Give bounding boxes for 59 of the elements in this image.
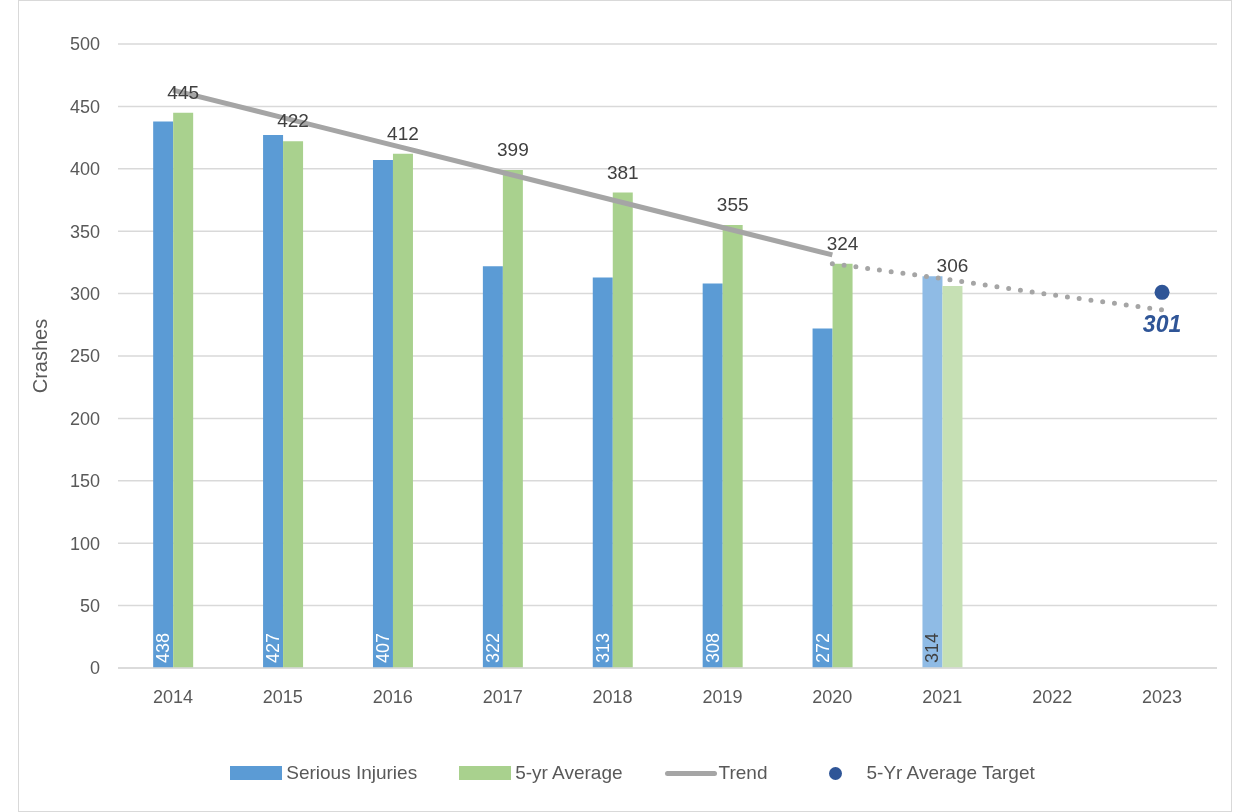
data-label: 306: [936, 255, 969, 277]
x-tick-label: 2015: [262, 686, 303, 707]
bar: [942, 286, 963, 668]
bar: [283, 141, 304, 668]
legend-label: 5-Yr Average Target: [866, 762, 1035, 784]
data-label: 399: [497, 139, 529, 161]
x-tick-label: 2016: [372, 686, 413, 707]
bar: [612, 192, 633, 668]
data-label: 445: [167, 81, 200, 103]
y-tick-label: 450: [69, 96, 100, 117]
data-label: 324: [826, 232, 859, 254]
bar: [263, 135, 284, 668]
y-tick-label: 0: [89, 658, 100, 679]
data-label: 322: [482, 632, 503, 663]
data-label: 438: [153, 632, 174, 663]
y-tick-label: 350: [69, 221, 100, 242]
bar: [392, 153, 413, 668]
bar: [922, 276, 943, 668]
data-label: 301: [1142, 311, 1182, 338]
x-tick-label: 2014: [152, 686, 193, 707]
y-axis-title: Crashes: [29, 318, 51, 394]
bar: [502, 170, 523, 668]
bar: [702, 283, 723, 668]
x-tick-label: 2019: [702, 686, 743, 707]
data-label: 308: [702, 632, 723, 663]
bar: [812, 328, 833, 668]
x-tick-label: 2021: [922, 686, 963, 707]
y-tick-label: 400: [69, 159, 100, 180]
y-tick-label: 50: [79, 595, 100, 616]
data-label: 355: [716, 193, 749, 215]
y-tick-label: 300: [69, 283, 100, 304]
x-tick-label: 2022: [1032, 686, 1073, 707]
data-label: 412: [387, 122, 419, 144]
bar: [153, 121, 174, 668]
x-tick-label: 2023: [1142, 686, 1183, 707]
x-tick-label: 2018: [592, 686, 633, 707]
data-label: 313: [592, 632, 613, 663]
bar: [173, 112, 194, 668]
data-label: 407: [372, 632, 393, 663]
data-label: 427: [263, 632, 284, 663]
legend-label: 5-yr Average: [515, 762, 623, 784]
x-tick-label: 2017: [482, 686, 523, 707]
data-label: 422: [277, 110, 309, 132]
legend-label: Trend: [718, 762, 768, 784]
bar: [832, 263, 853, 668]
bar: [482, 266, 503, 668]
y-tick-label: 200: [69, 408, 100, 429]
data-label: 381: [606, 161, 639, 183]
y-tick-label: 250: [69, 346, 100, 367]
legend-label: Serious Injuries: [286, 762, 418, 784]
bar: [722, 224, 743, 668]
bar: [372, 160, 393, 668]
bar: [592, 277, 613, 668]
data-label: 272: [812, 632, 833, 663]
y-tick-label: 500: [69, 34, 100, 55]
x-tick-label: 2020: [812, 686, 853, 707]
y-tick-label: 150: [69, 471, 100, 492]
data-label: 314: [922, 632, 943, 663]
y-tick-label: 100: [69, 533, 100, 554]
